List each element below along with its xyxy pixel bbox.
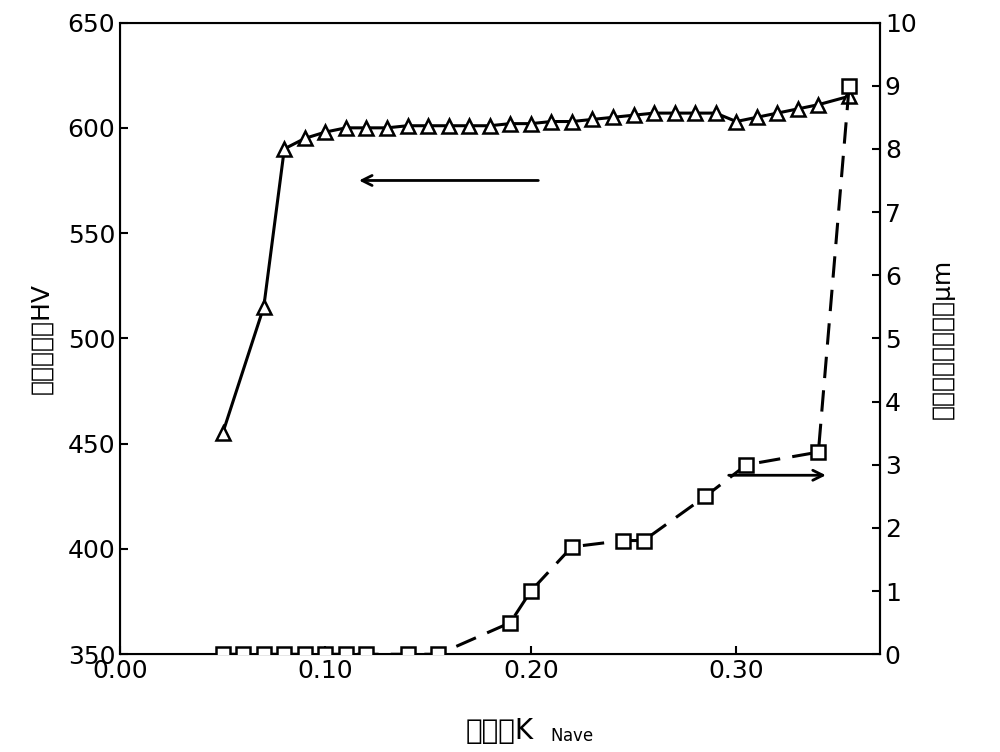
Y-axis label: 表面硬度，HV: 表面硬度，HV [30,283,54,394]
Text: 氮势，K: 氮势，K [466,717,534,745]
Text: $_{{\rm Nave}}$: $_{{\rm Nave}}$ [550,720,594,744]
Y-axis label: 氮化合物层厚度，μm: 氮化合物层厚度，μm [930,258,954,419]
